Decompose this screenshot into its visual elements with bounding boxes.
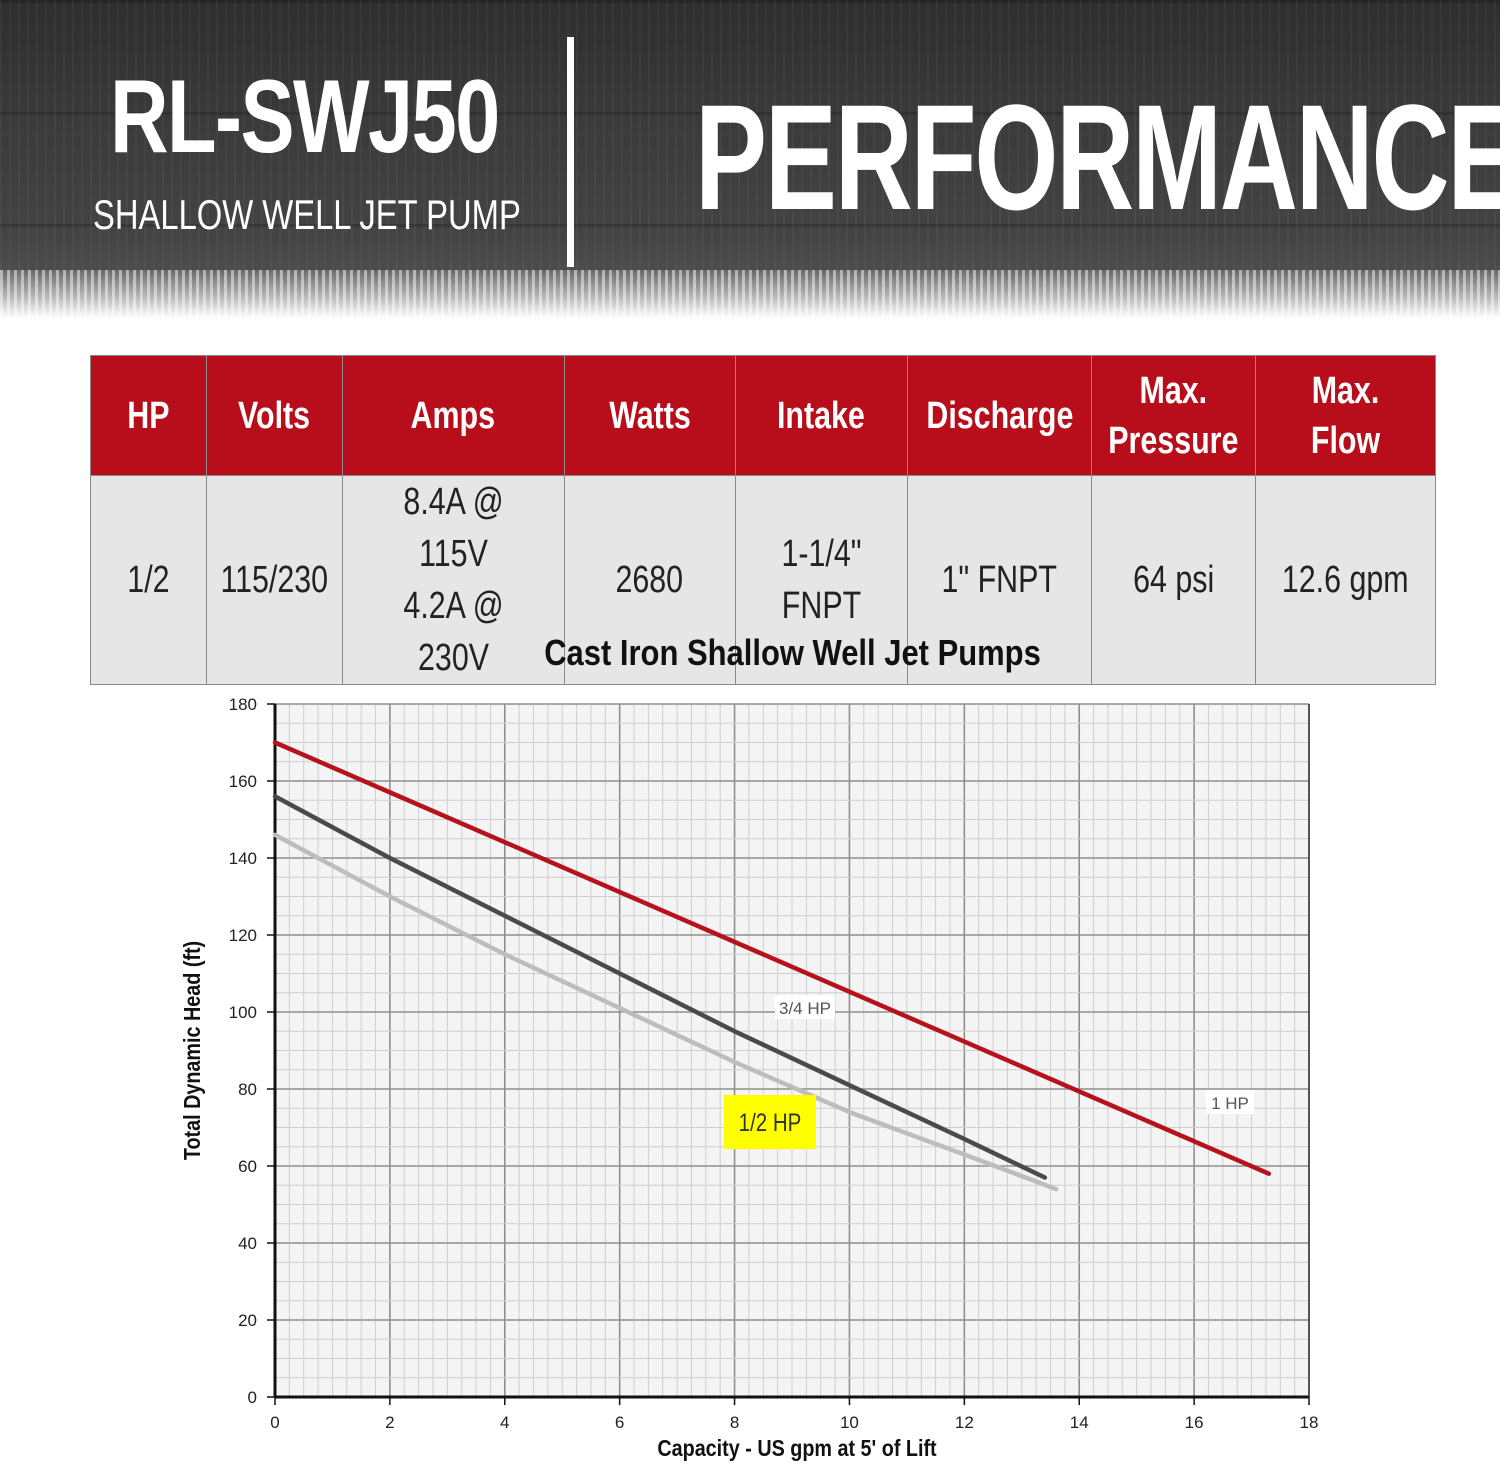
y-tick-label: 160 — [229, 772, 257, 791]
series-line-3-4-hp — [272, 794, 1048, 1180]
series-label-1-2-hp: 1/2 HP — [739, 1108, 802, 1136]
y-tick-label: 100 — [229, 1003, 257, 1022]
header-banner — [0, 0, 1500, 318]
spec-value-cell: 2680 — [563, 475, 736, 685]
y-tick-label: 140 — [229, 849, 257, 868]
spec-header-cell: Max. Flow — [1254, 355, 1436, 476]
spec-header-row: HP Volts Amps Watts Intake Discharge Max… — [90, 355, 1436, 476]
highlight-box — [724, 1095, 816, 1149]
spec-header-cell: Watts — [563, 355, 736, 476]
spec-value-cell: 12.6 gpm — [1254, 475, 1436, 685]
spec-header-cell: Volts — [206, 355, 343, 476]
series-line-1-2-hp — [272, 832, 1059, 1192]
y-tick-label: 0 — [248, 1388, 257, 1407]
product-subtitle: SHALLOW WELL JET PUMP — [93, 191, 521, 238]
y-tick-label: 80 — [238, 1080, 257, 1099]
spec-value-row: 1/2 115/230 8.4A @ 115V 4.2A @ 230V 2680… — [90, 475, 1436, 685]
x-axis-label: Capacity - US gpm at 5' of Lift — [657, 1436, 936, 1462]
x-tick-label: 18 — [1300, 1413, 1319, 1432]
series-line-1-hp — [272, 740, 1272, 1176]
y-tick-label: 40 — [238, 1234, 257, 1253]
spec-header-cell: Amps — [341, 355, 565, 476]
spec-header-cell: Discharge — [906, 355, 1093, 476]
spec-value-cell: 1-1/4" FNPT — [734, 475, 908, 685]
y-axis-label: Total Dynamic Head (ft) — [180, 941, 206, 1160]
header-divider — [567, 37, 574, 267]
spec-header-cell: Intake — [734, 355, 908, 476]
spec-header-cell: HP — [90, 355, 207, 476]
series-label-bg — [775, 995, 835, 1019]
series-label-3-4-hp: 3/4 HP — [779, 999, 831, 1018]
banner-wood-fade — [0, 270, 1500, 318]
x-tick-label: 8 — [730, 1413, 739, 1432]
spec-value-cell: 1" FNPT — [906, 475, 1093, 685]
x-tick-label: 16 — [1185, 1413, 1204, 1432]
spec-value-cell: 8.4A @ 115V 4.2A @ 230V — [341, 475, 565, 685]
x-tick-label: 2 — [385, 1413, 394, 1432]
chart-title: Cast Iron Shallow Well Jet Pumps — [544, 632, 1041, 673]
x-tick-label: 12 — [955, 1413, 974, 1432]
spec-table: HP Volts Amps Watts Intake Discharge Max… — [90, 355, 1436, 685]
x-tick-label: 10 — [840, 1413, 859, 1432]
spec-value-cell: 1/2 — [90, 475, 207, 685]
x-tick-label: 6 — [615, 1413, 624, 1432]
spec-header-cell: Max. Pressure — [1091, 355, 1256, 476]
spec-value-cell: 115/230 — [206, 475, 343, 685]
series-label-bg — [1206, 1090, 1254, 1114]
x-tick-label: 14 — [1070, 1413, 1089, 1432]
x-tick-label: 4 — [500, 1413, 509, 1432]
spec-value-cell: 64 psi — [1091, 475, 1256, 685]
y-tick-label: 180 — [229, 695, 257, 714]
x-tick-label: 0 — [270, 1413, 279, 1432]
model-number: RL-SWJ50 — [110, 59, 500, 175]
performance-heading: PERFORMANCE — [695, 73, 1500, 241]
y-tick-label: 20 — [238, 1311, 257, 1330]
y-tick-label: 120 — [229, 926, 257, 945]
y-tick-label: 60 — [238, 1157, 257, 1176]
series-label-1-hp: 1 HP — [1211, 1094, 1249, 1113]
